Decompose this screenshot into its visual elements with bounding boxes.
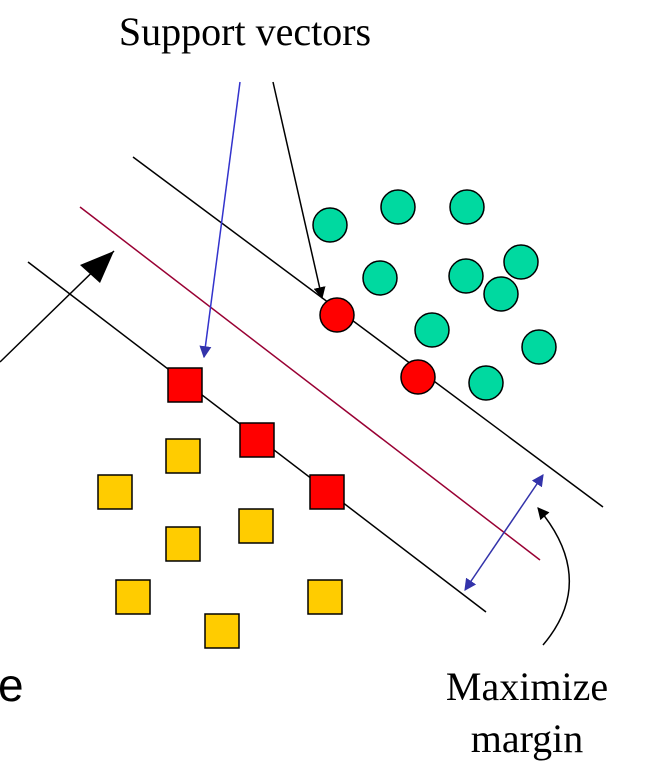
maximize-label: Maximize xyxy=(446,664,608,709)
support-vectors-label: Support vectors xyxy=(119,9,371,54)
class-circle xyxy=(448,258,484,294)
support-vector-circle xyxy=(319,297,355,333)
hyperplane-pointer-arrowhead xyxy=(80,251,114,283)
support-vector-square xyxy=(239,422,275,458)
support-vector-circle xyxy=(400,359,436,395)
class-square xyxy=(165,438,201,474)
upper-margin-line xyxy=(132,156,604,508)
support-vector-arrow-black xyxy=(272,81,326,300)
class-square xyxy=(204,613,240,649)
class-circle xyxy=(468,365,504,401)
positive-class-points xyxy=(312,189,557,401)
class-circle xyxy=(414,312,450,348)
class-circle xyxy=(380,189,416,225)
class-circle xyxy=(362,260,398,296)
margin-label: margin xyxy=(471,716,584,761)
class-circle xyxy=(503,244,539,280)
negative-support-vectors xyxy=(167,367,345,510)
margin-width-arrow xyxy=(464,474,544,591)
negative-class-points xyxy=(97,438,343,649)
separating-hyperplane xyxy=(79,206,541,561)
class-circle xyxy=(449,189,485,225)
class-square xyxy=(307,579,343,615)
support-vector-square xyxy=(309,474,345,510)
class-square xyxy=(165,526,201,562)
maximize-margin-curve-arrow xyxy=(537,507,571,646)
class-square xyxy=(238,508,274,544)
class-square xyxy=(97,474,133,510)
support-vector-arrow-blue xyxy=(199,81,241,359)
class-circle xyxy=(521,329,557,365)
class-square xyxy=(115,579,151,615)
positive-support-vectors xyxy=(319,297,436,395)
clipped-edge-letter: e xyxy=(0,659,24,711)
class-circle xyxy=(312,207,348,243)
support-vector-square xyxy=(167,367,203,403)
class-circle xyxy=(483,276,519,312)
